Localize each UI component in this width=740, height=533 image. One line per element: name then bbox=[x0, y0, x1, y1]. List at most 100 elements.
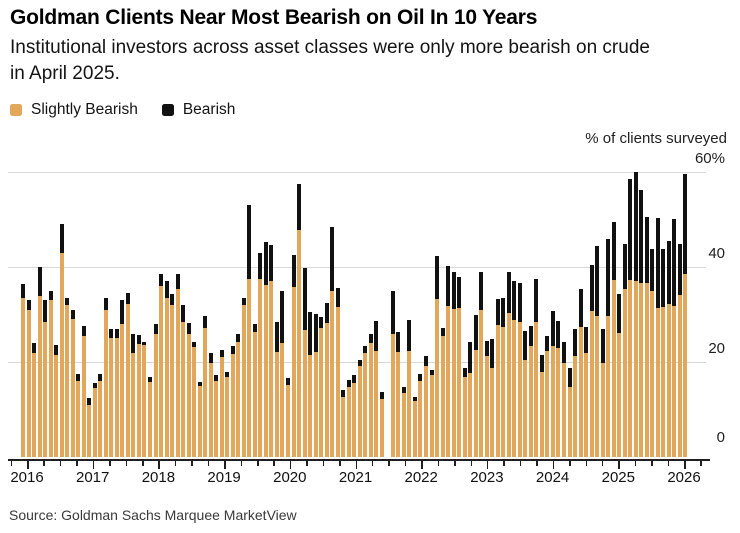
bar-segment-bearish bbox=[181, 305, 186, 323]
bar-segment-bearish bbox=[230, 346, 235, 355]
x-axis-minor-tick bbox=[240, 461, 242, 466]
bar-segment-slightly-bearish bbox=[247, 279, 252, 457]
bar-segment-bearish bbox=[159, 273, 163, 286]
x-axis-line bbox=[8, 459, 710, 461]
bar-segment-bearish bbox=[363, 346, 368, 353]
bar-segment-bearish bbox=[633, 171, 638, 282]
bar-segment-slightly-bearish bbox=[550, 346, 555, 457]
bar-segment-slightly-bearish bbox=[506, 312, 511, 457]
bar-segment-bearish bbox=[92, 383, 97, 389]
bar-segment-bearish bbox=[401, 386, 406, 394]
bar-segment-slightly-bearish bbox=[374, 350, 379, 457]
bar-segment-bearish bbox=[114, 328, 119, 339]
bar-segment-slightly-bearish bbox=[136, 344, 141, 457]
chart-subtitle: Institutional investors across asset cla… bbox=[10, 37, 650, 84]
bar-segment-bearish bbox=[479, 272, 484, 310]
x-axis-minor-tick bbox=[388, 461, 390, 466]
x-axis-year-label: 2017 bbox=[76, 469, 110, 486]
source-note: Source: Goldman Sachs Marquee MarketView bbox=[9, 507, 297, 523]
bar-segment-bearish bbox=[258, 253, 263, 280]
bar-segment-bearish bbox=[65, 297, 70, 305]
bar-segment-slightly-bearish bbox=[600, 363, 605, 457]
bar-segment-bearish bbox=[517, 283, 522, 323]
x-axis-minor-tick bbox=[634, 461, 637, 466]
bar-segment-bearish bbox=[655, 218, 660, 309]
bar-segment-slightly-bearish bbox=[655, 308, 660, 457]
bar-segment-bearish bbox=[357, 359, 362, 367]
bar-segment-bearish bbox=[252, 324, 257, 333]
bar-segment-bearish bbox=[87, 397, 92, 405]
bar-segment-bearish bbox=[274, 322, 279, 352]
plot-area bbox=[8, 150, 706, 457]
bar-segment-bearish bbox=[32, 343, 36, 353]
bar-segment-slightly-bearish bbox=[396, 352, 401, 457]
bar-segment-slightly-bearish bbox=[181, 322, 186, 457]
bar-segment-slightly-bearish bbox=[390, 334, 395, 457]
x-axis-minor-tick bbox=[651, 461, 653, 466]
bar-segment-bearish bbox=[263, 241, 268, 285]
chart-title: Goldman Clients Near Most Bearish on Oil… bbox=[10, 6, 538, 29]
x-axis-minor-tick bbox=[109, 461, 111, 466]
bar-segment-slightly-bearish bbox=[203, 327, 208, 457]
bar-segment-bearish bbox=[368, 333, 373, 343]
bar-segment-bearish bbox=[495, 299, 500, 326]
bar-segment-bearish bbox=[650, 248, 655, 292]
bar-segment-slightly-bearish bbox=[534, 322, 539, 457]
bar-segment-bearish bbox=[611, 221, 616, 281]
x-axis-minor-tick bbox=[43, 461, 45, 466]
bar-segment-slightly-bearish bbox=[37, 295, 42, 457]
x-axis-major-tick bbox=[355, 461, 357, 469]
bar-segment-bearish bbox=[622, 244, 627, 289]
bar-segment-bearish bbox=[54, 345, 59, 355]
x-axis-minor-tick bbox=[519, 461, 522, 466]
bar-segment-bearish bbox=[418, 373, 423, 381]
bar-segment-slightly-bearish bbox=[666, 303, 671, 457]
x-axis-major-tick bbox=[684, 461, 686, 469]
bar-segment-slightly-bearish bbox=[363, 353, 368, 457]
bar-segment-slightly-bearish bbox=[313, 351, 318, 457]
bar-segment-slightly-bearish bbox=[219, 357, 224, 457]
legend: Slightly Bearish Bearish bbox=[10, 101, 235, 119]
x-axis-minor-tick bbox=[207, 461, 210, 466]
bar-segment-slightly-bearish bbox=[197, 385, 202, 457]
bar-segment-slightly-bearish bbox=[263, 284, 268, 457]
bar-segment-slightly-bearish bbox=[319, 327, 324, 457]
bar-segment-bearish bbox=[584, 326, 588, 353]
bar-segment-bearish bbox=[170, 293, 174, 305]
x-axis-minor-tick bbox=[273, 461, 275, 466]
bar-segment-bearish bbox=[186, 322, 191, 334]
bar-segment-bearish bbox=[407, 319, 412, 352]
bar-segment-bearish bbox=[501, 298, 506, 327]
bar-segment-bearish bbox=[639, 190, 644, 284]
legend-swatch-bearish-icon bbox=[161, 104, 174, 116]
bar-segment-bearish bbox=[148, 377, 152, 383]
bar-segment-bearish bbox=[197, 382, 202, 386]
bar-segment-bearish bbox=[346, 380, 351, 387]
bar-segment-bearish bbox=[457, 276, 462, 308]
x-axis-minor-tick bbox=[10, 461, 13, 466]
bar-segment-slightly-bearish bbox=[556, 348, 561, 457]
bar-segment-slightly-bearish bbox=[324, 322, 329, 457]
bar-segment-bearish bbox=[390, 290, 395, 334]
bar-segment-bearish bbox=[506, 271, 511, 313]
bar-segment-bearish bbox=[125, 293, 130, 304]
bar-segment-slightly-bearish bbox=[677, 294, 682, 457]
gridline bbox=[8, 362, 706, 363]
bar-segment-slightly-bearish bbox=[32, 352, 36, 457]
x-axis-minor-tick bbox=[306, 461, 308, 466]
bar-segment-bearish bbox=[429, 369, 434, 375]
bar-segment-slightly-bearish bbox=[164, 297, 169, 457]
x-axis-major-tick bbox=[224, 461, 226, 469]
bar-segment-slightly-bearish bbox=[611, 280, 616, 457]
bar-segment-slightly-bearish bbox=[335, 307, 340, 457]
y-axis-label: 40 bbox=[708, 245, 725, 262]
bar-segment-bearish bbox=[37, 267, 42, 296]
bar-segment-bearish bbox=[440, 327, 445, 336]
bar-segment-slightly-bearish bbox=[92, 388, 97, 457]
bar-segment-slightly-bearish bbox=[81, 335, 86, 457]
bar-segment-slightly-bearish bbox=[65, 305, 70, 457]
bar-segment-bearish bbox=[203, 315, 208, 328]
bar-segment-bearish bbox=[628, 179, 633, 281]
bar-segment-slightly-bearish bbox=[545, 351, 550, 457]
bar-segment-slightly-bearish bbox=[562, 363, 566, 457]
